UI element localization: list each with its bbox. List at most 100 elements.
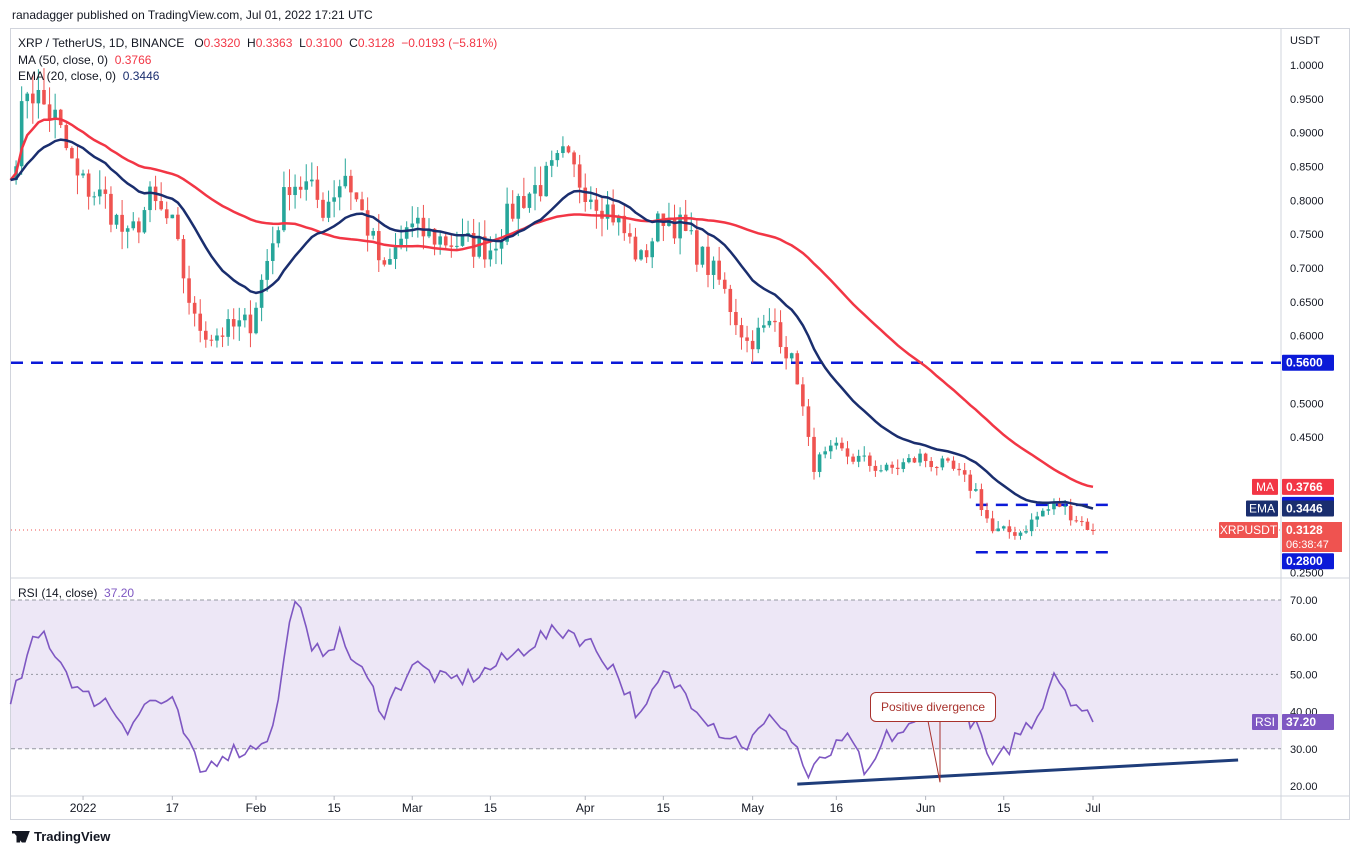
ema20-line [10,138,1094,510]
candle-body [1035,516,1040,520]
price-tick-label: 0.9500 [1290,94,1324,106]
ema-value-badge: 0.3446 [1282,500,1334,517]
candle-body [561,146,565,154]
ma50-line [9,117,1094,489]
legend-change: −0.0193 (−5.81%) [401,36,498,50]
last-price-badge-bg [1282,522,1342,553]
candle-body [773,320,777,323]
candle-body [572,152,576,165]
candle-body [410,223,415,228]
price-tick-label: 0.6500 [1290,297,1324,309]
ma-value-badge-bg [1282,478,1334,495]
candle-body [354,192,359,200]
legend-ema: EMA (20, close, 0) 0.3446 [18,69,159,83]
candle-body [449,245,454,247]
candle-body [589,199,593,203]
time-tick-label: 16 [830,801,844,815]
candle-body [1013,532,1017,536]
candle-body [215,335,219,341]
tradingview-logo-icon [12,830,30,843]
candle-body [722,279,727,289]
candle-body [1063,505,1067,507]
candle-body [505,203,509,242]
candle-body [622,215,627,234]
candle-body [109,193,113,225]
legend-l-label: L [299,36,306,50]
candle-body [851,456,855,462]
candle-body [566,146,571,153]
time-tick-label: 15 [997,801,1011,815]
rsi-tick-label: 70.00 [1290,595,1318,607]
candle-body [549,160,554,166]
candle-body [918,453,922,463]
candle-body [633,236,638,260]
candle-body [332,197,336,202]
candle-body [806,406,811,437]
candle-body [655,213,660,242]
candle-body [36,89,41,104]
rsi-tick-label: 60.00 [1290,632,1318,644]
published-line: ranadagger published on TradingView.com,… [12,8,373,22]
legend-o-label: O [194,36,204,50]
legend-c-label: C [349,36,358,50]
candle-body [868,455,872,466]
candle-body [834,442,839,446]
candle-body [421,217,426,237]
candle-body [399,238,403,248]
candle-body [907,458,911,463]
rsi-tag-badge-text: RSI [1255,715,1275,729]
candle-body [483,236,487,260]
ema-value-badge-bg [1282,500,1334,517]
candle-body [616,215,621,223]
symbol-tag-badge-text: XRPUSDT [1220,523,1278,537]
price-tick-label: 0.8000 [1290,195,1324,207]
candle-body [148,186,152,211]
candle-body [895,467,900,469]
candle-body [220,335,225,337]
candle-body [940,458,945,468]
candle-body [840,442,844,449]
tradingview-logo[interactable]: TradingView [12,829,110,844]
time-tick-label: 15 [657,801,671,815]
candle-body [784,347,788,359]
candle-body [19,101,24,167]
candle-body [226,319,230,337]
level-280-badge: 0.2800 [1282,553,1334,570]
candle-body [455,245,459,247]
price-tick-label: 0.8500 [1290,162,1324,174]
candle-body [131,221,136,229]
candle-body [890,464,894,468]
candle-body [817,454,822,472]
candle-body [382,260,387,265]
candle-body [756,327,761,350]
rsi-value-badge: 37.20 [1282,714,1334,731]
candle-body [393,247,398,260]
legend-close: 0.3128 [357,36,395,50]
candle-body [1041,510,1045,517]
candle-body [544,165,548,197]
candle-body [337,186,342,198]
ma-value-badge: 0.3766 [1282,478,1334,495]
candle-body [187,278,191,303]
legend-ema-label: EMA (20, close, 0) [18,69,117,83]
candle-body [739,325,744,338]
level-280-badge-text: 0.2800 [1286,554,1323,568]
candle-body [164,209,169,219]
candle-body [510,203,515,219]
candle-body [494,248,498,251]
candle-body [343,175,348,187]
candle-body [416,217,420,224]
candle-body [31,93,35,104]
ema-tag-badge: EMA [1246,500,1278,517]
candle-body [25,93,30,102]
ema-tag-badge-text: EMA [1249,501,1275,515]
legend-rsi-label: RSI (14, close) [18,586,98,600]
candle-body [823,451,827,455]
candle-body [499,241,504,249]
candle-body [1068,505,1073,521]
candle-body [176,214,180,240]
candle-body [990,518,995,532]
candle-body [265,260,269,280]
candle-body [471,233,476,257]
